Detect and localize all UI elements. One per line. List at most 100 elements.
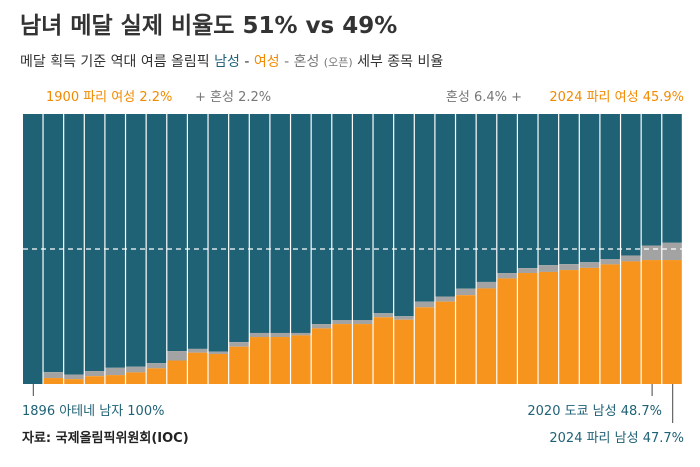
bar-segment-female: [559, 270, 579, 384]
annotation-male-2024: 2024 파리 남성 47.7%: [549, 431, 684, 446]
annotation-male-1896: 1896 아테네 남자 100%: [22, 404, 165, 419]
bar-segment-female: [270, 337, 290, 384]
bar-segment-female: [435, 301, 455, 384]
bar-segment-female: [167, 360, 187, 384]
bar-segment-mixed: [662, 242, 682, 261]
bar-segment-mixed: [373, 313, 394, 318]
bar-segment-female: [208, 354, 229, 384]
bar-segment-male: [229, 114, 249, 343]
bar-segment-male: [476, 114, 497, 282]
bar-segment-male: [579, 114, 600, 263]
bar-segment-male: [641, 114, 662, 246]
annotation-female-1900: 1900 파리 여성 2.2%: [46, 90, 173, 105]
bar-segment-male: [435, 114, 455, 297]
bar-segment-male: [105, 114, 125, 368]
bar-segment-male: [291, 114, 311, 333]
bar-segment-mixed: [249, 332, 270, 338]
subtitle-female-label: 여성: [253, 54, 280, 70]
bar-segment-male: [456, 114, 476, 289]
bar-segment-mixed: [270, 332, 290, 338]
bar-segment-male: [167, 114, 187, 352]
bar-segment-female: [497, 278, 517, 384]
bar-segment-female: [249, 337, 270, 384]
bar-segment-male: [414, 114, 435, 302]
bar-segment-male: [64, 114, 84, 375]
annotation-female-2024: 2024 파리 여성 45.9%: [549, 90, 684, 105]
bar-segment-male: [311, 114, 332, 325]
bar-segment-female: [291, 335, 311, 384]
bar-segment-male: [43, 114, 64, 373]
bar-segment-female: [188, 352, 208, 384]
annotation-mixed-2024: 혼성 6.4% +: [445, 90, 522, 105]
bar-segment-mixed: [229, 342, 249, 347]
bar-segment-female: [105, 375, 125, 384]
bar-segment-mixed: [600, 259, 620, 265]
bar-segment-female: [621, 261, 641, 384]
bar-segment-mixed: [476, 281, 497, 289]
bar-segment-male: [497, 114, 517, 274]
bar-segment-male: [208, 114, 229, 352]
annotation-mixed-1900: + 혼성 2.2%: [195, 90, 272, 105]
bar-segment-female: [456, 295, 476, 384]
subtitle-male-label: 남성: [214, 54, 240, 70]
bar-segment-mixed: [559, 264, 579, 271]
bar-segment-female: [311, 328, 332, 384]
bar-segment-male: [662, 114, 682, 243]
subtitle-prefix: 메달 획득 기준 역대 여름 올림픽: [20, 54, 215, 70]
bar-segment-female: [353, 324, 373, 384]
bar-segment-male: [373, 114, 394, 314]
bar-segment-mixed: [435, 296, 455, 302]
bar-segment-female: [600, 264, 620, 384]
source-note: 자료: 국제올림픽위원회(IOC): [22, 431, 189, 446]
bar-segment-mixed: [353, 320, 373, 325]
bar-segment-male: [332, 114, 352, 321]
chart-title: 남녀 메달 실제 비율도 51% vs 49%: [20, 13, 398, 39]
bar-segment-mixed: [456, 288, 476, 296]
bar-segment-mixed: [188, 348, 208, 353]
annotation-male-2020: 2020 도쿄 남성 48.7%: [527, 404, 662, 419]
bar-segment-female: [126, 372, 146, 384]
bar-segment-mixed: [311, 324, 332, 329]
bar-segment-male: [518, 114, 538, 269]
bar-segment-mixed: [126, 366, 146, 373]
subtitle-suffix: 세부 종목 비율: [352, 54, 444, 70]
subtitle-mixed-label: - 혼성: [279, 54, 324, 70]
bar-segment-female: [538, 271, 559, 384]
bar-segment-male: [394, 114, 414, 317]
bar-segment-mixed: [621, 255, 641, 262]
bar-segment-mixed: [84, 371, 105, 377]
bar-segment-female: [84, 376, 105, 384]
bar-segment-female: [579, 267, 600, 384]
bar-segment-female: [414, 307, 435, 384]
chart-subtitle: 메달 획득 기준 역대 여름 올림픽 남성 - 여성 - 혼성 (오픈) 세부 …: [20, 51, 443, 71]
bar-segment-female: [662, 260, 682, 384]
bar-segment-mixed: [579, 262, 600, 268]
bar-segment-female: [394, 319, 414, 384]
bar-segment-female: [64, 379, 84, 384]
bar-segment-female: [476, 288, 497, 384]
bar-segment-female: [332, 324, 352, 384]
bar-segment-mixed: [167, 351, 187, 361]
bar-segment-female: [43, 378, 64, 384]
bar-segment-mixed: [291, 332, 311, 336]
bar-segment-female: [229, 346, 249, 384]
bar-segment-mixed: [394, 316, 414, 320]
subtitle-open-label: (오픈): [323, 56, 353, 69]
bar-segment-mixed: [332, 320, 352, 325]
bar-segment-mixed: [641, 245, 662, 261]
bar-segment-mixed: [208, 351, 229, 355]
bar-segment-male: [353, 114, 373, 321]
bar-segment-male: [188, 114, 208, 349]
bar-segment-mixed: [538, 265, 559, 272]
bar-segment-male: [126, 114, 146, 367]
bar-segment-female: [641, 260, 662, 384]
bar-segment-male: [249, 114, 270, 333]
bar-segment-mixed: [146, 363, 167, 369]
bar-segment-mixed: [105, 367, 125, 376]
subtitle-separator-1: -: [239, 54, 254, 70]
bar-segment-male: [84, 114, 105, 372]
bar-segment-female: [373, 317, 394, 384]
bar-segment-mixed: [64, 374, 84, 380]
bar-segment-mixed: [43, 372, 64, 379]
